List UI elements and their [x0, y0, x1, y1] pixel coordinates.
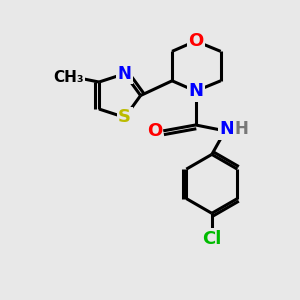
Text: Cl: Cl	[202, 230, 221, 248]
Text: O: O	[188, 32, 203, 50]
Text: H: H	[234, 119, 248, 137]
Text: N: N	[188, 82, 203, 100]
Text: N: N	[118, 65, 132, 83]
Text: N: N	[219, 120, 234, 138]
Text: CH₃: CH₃	[53, 70, 84, 85]
Text: S: S	[118, 108, 131, 126]
Text: O: O	[147, 122, 162, 140]
